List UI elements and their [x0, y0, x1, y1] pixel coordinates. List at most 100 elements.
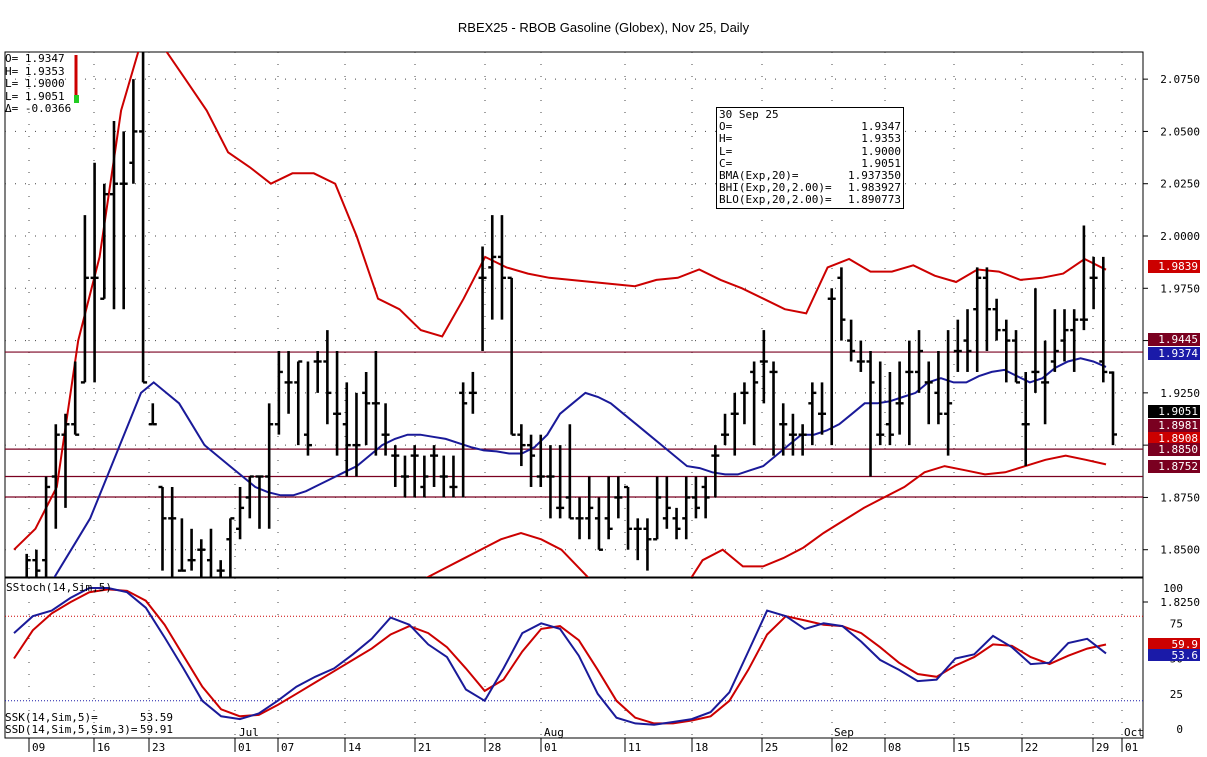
x-tick-label: 01 [1125, 741, 1138, 754]
ohlc-bar [992, 298, 1001, 341]
ohlc-bar [42, 476, 51, 577]
ohlc-bar [633, 518, 642, 561]
ohlc-bar [924, 361, 933, 425]
price-tag-label: 1.8752 [1158, 460, 1198, 473]
ohlc-bar [109, 120, 118, 310]
ohlc-bar [1079, 225, 1088, 331]
ohlc-bar [973, 267, 982, 372]
ohlc-bar [721, 413, 730, 446]
ohlc-bar [1060, 309, 1069, 362]
ohlc-bar [691, 476, 700, 519]
ohlc-row: O= 1.9347 [5, 52, 71, 66]
ohlc-readout: O= 1.9347 H= 1.9353 L= 1.9000 L= 1.9051 Δ= -… [5, 52, 72, 116]
x-tick-label: 01 [544, 741, 557, 754]
x-month-label: Aug [544, 726, 564, 739]
ohlc-bar [575, 497, 584, 540]
ohlc-bar [71, 361, 80, 436]
x-month-label: Jul [239, 726, 259, 739]
ssk-label: SSK(14,Sim,5)= [5, 711, 98, 724]
price-tag: 1.8850 [1148, 443, 1200, 456]
ohlc-bar [216, 560, 225, 577]
ohlc-bar [245, 475, 254, 519]
price-tag: 1.8908 [1148, 432, 1200, 445]
ohlc-bar [459, 382, 468, 498]
ohlc-bar [788, 413, 797, 456]
price-tag: 1.9051 [1148, 405, 1200, 418]
ohlc-bar [594, 497, 603, 551]
y-tick-label: 2.0250 [1160, 178, 1200, 191]
ohlc-bar [1099, 256, 1108, 383]
x-tick-label: 07 [281, 741, 294, 754]
ohlc-bar [226, 517, 235, 577]
ohlc-bar [371, 351, 380, 456]
y-tick-label: 1.8500 [1160, 544, 1200, 557]
info-label: C= [719, 156, 733, 170]
price-tag-label: 1.8850 [1158, 443, 1198, 456]
ohlc-bar [1050, 309, 1059, 372]
bollinger-upper-band [13, 52, 1107, 551]
ohlc-row: Δ= -0.0366 [5, 102, 72, 116]
ohlc-bar [342, 382, 351, 477]
ohlc-bar [963, 309, 972, 372]
ohlc-bar [847, 319, 856, 362]
price-panel-frame [4, 51, 1144, 578]
ohlc-bar [129, 79, 138, 184]
ohlc-bar [352, 392, 361, 477]
ohlc-bar [168, 486, 177, 577]
ohlc-bar [624, 485, 633, 550]
ohlc-bar [400, 455, 409, 498]
ohlc-bar [866, 351, 875, 477]
ohlc-bar [1012, 330, 1021, 384]
ohlc-bar [662, 476, 671, 529]
y-tick-label: 2.0000 [1160, 230, 1200, 243]
info-value: 1.9347 [861, 120, 901, 134]
ohlc-bar [420, 455, 429, 498]
ohlc-value: -0.0366 [18, 102, 72, 115]
ohlc-label: O= [5, 52, 19, 65]
x-tick-label: 09 [32, 741, 45, 754]
ohlc-bar [148, 403, 157, 426]
ohlc-bar [197, 539, 206, 577]
ssd-label: SSD(14,Sim,5,Sim,3)= [5, 723, 138, 736]
info-value: 1.983927 [848, 181, 901, 195]
ohlc-bar [410, 445, 419, 498]
info-row: BMA(Exp,20)= 1.937350 [719, 169, 901, 183]
info-label: O= [719, 120, 733, 134]
y-tick-label: 2.0500 [1160, 125, 1200, 138]
ohlc-bar [798, 424, 807, 456]
ohlc-bar [982, 267, 991, 352]
y-tick-label: 1.9250 [1160, 387, 1200, 400]
ohlc-bar [1089, 256, 1098, 310]
info-row: C= 1.9051 [719, 156, 901, 170]
bollinger-lower-band [425, 454, 1107, 577]
ohlc-bar [497, 215, 506, 320]
x-tick-label: 18 [695, 741, 708, 754]
info-label: H= [719, 132, 733, 146]
ohlc-label: H= [5, 64, 19, 78]
ohlc-bar [25, 553, 31, 577]
ohlc-bar [527, 434, 536, 487]
info-box: 30 Sep 25 O= 1.9347 H= 1.9353 L= 1.9000 C= 1.90… [716, 107, 904, 209]
ohlc-bar [672, 507, 681, 540]
ohlc-bar [517, 424, 526, 467]
ohlc-bar [905, 340, 914, 446]
price-tag: 1.8981 [1148, 419, 1200, 432]
ohlc-bar [1109, 371, 1117, 446]
info-value: 1.937350 [848, 169, 901, 183]
ohlc-bar [614, 476, 623, 519]
ohlc-bar [100, 183, 109, 300]
ohlc-bar [1031, 288, 1040, 393]
ohlc-bar [449, 455, 458, 498]
ohlc-bar [478, 246, 487, 352]
ohlc-bar [488, 215, 497, 320]
info-label: BLO(Exp,20,2.00)= [719, 193, 832, 207]
ohlc-bar [750, 361, 759, 446]
stoch-tag-label: 59.9 [1172, 638, 1199, 651]
ohlc-bar [701, 476, 710, 519]
y-tick-label: 1.8750 [1160, 491, 1200, 504]
stoch-y-tick-label: 100 [1163, 582, 1183, 595]
ohlc-bar [303, 361, 312, 456]
ohlc-bar [187, 528, 196, 571]
ohlc-bar [439, 455, 448, 498]
